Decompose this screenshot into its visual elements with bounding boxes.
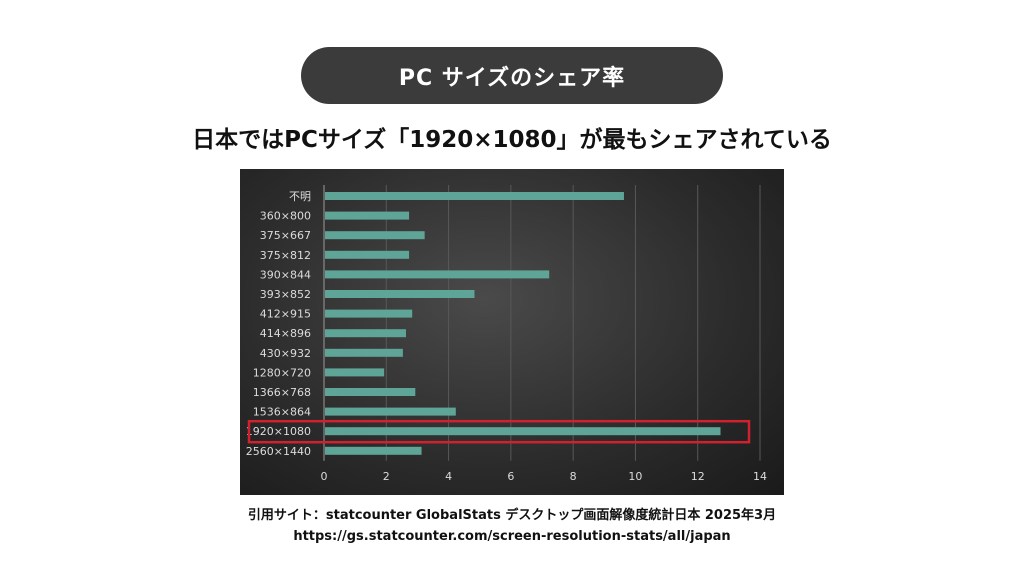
bar bbox=[325, 309, 413, 318]
x-tick-label: 14 bbox=[753, 470, 767, 483]
bar bbox=[325, 290, 475, 298]
category-label: 1920×1080 bbox=[246, 425, 311, 438]
x-tick-label: 8 bbox=[570, 470, 577, 483]
chart-svg: 不明360×800375×667375×812390×844393×852412… bbox=[246, 185, 767, 483]
bar bbox=[325, 407, 456, 416]
category-label: 430×932 bbox=[260, 347, 311, 360]
category-label: 1366×768 bbox=[253, 386, 311, 399]
x-tick-label: 0 bbox=[321, 470, 328, 483]
source-citation: 引用サイト：statcounter GlobalStats デスクトップ画面解像… bbox=[247, 508, 777, 523]
category-label: 2560×1440 bbox=[246, 445, 311, 458]
bar bbox=[325, 211, 410, 220]
bar bbox=[325, 368, 385, 377]
bar bbox=[325, 388, 416, 396]
bar bbox=[325, 250, 410, 259]
category-label: 1536×864 bbox=[253, 406, 311, 419]
bar bbox=[325, 192, 624, 200]
category-label: 不明 bbox=[289, 190, 311, 203]
x-tick-label: 12 bbox=[691, 470, 705, 483]
section-title: PC サイズのシェア率 bbox=[398, 65, 626, 91]
bar bbox=[325, 446, 422, 455]
x-tick-label: 4 bbox=[445, 470, 452, 483]
highlight-box bbox=[247, 419, 751, 444]
section-title-pill: PC サイズのシェア率 bbox=[301, 47, 723, 104]
category-label: 412×915 bbox=[260, 308, 311, 321]
source-url[interactable]: https://gs.statcounter.com/screen-resolu… bbox=[293, 529, 731, 544]
bar bbox=[325, 270, 550, 279]
x-tick-label: 6 bbox=[507, 470, 514, 483]
bar bbox=[325, 329, 406, 338]
bar bbox=[325, 348, 403, 357]
category-label: 375×667 bbox=[260, 229, 311, 242]
category-label: 393×852 bbox=[260, 288, 311, 301]
bar bbox=[325, 231, 425, 240]
category-label: 375×812 bbox=[260, 249, 311, 262]
category-label: 1280×720 bbox=[253, 366, 311, 379]
bar-chart: 不明 360×800 375×667 375×812 390×844 393×852 412… bbox=[240, 169, 784, 495]
category-label: 390×844 bbox=[260, 268, 311, 281]
x-tick-label: 2 bbox=[383, 470, 390, 483]
category-label: 360×800 bbox=[260, 210, 311, 223]
x-tick-label: 10 bbox=[628, 470, 642, 483]
category-label: 414×896 bbox=[260, 327, 311, 340]
bar bbox=[325, 427, 721, 436]
headline: 日本ではPCサイズ「1920×1080」が最もシェアされている bbox=[192, 127, 832, 153]
